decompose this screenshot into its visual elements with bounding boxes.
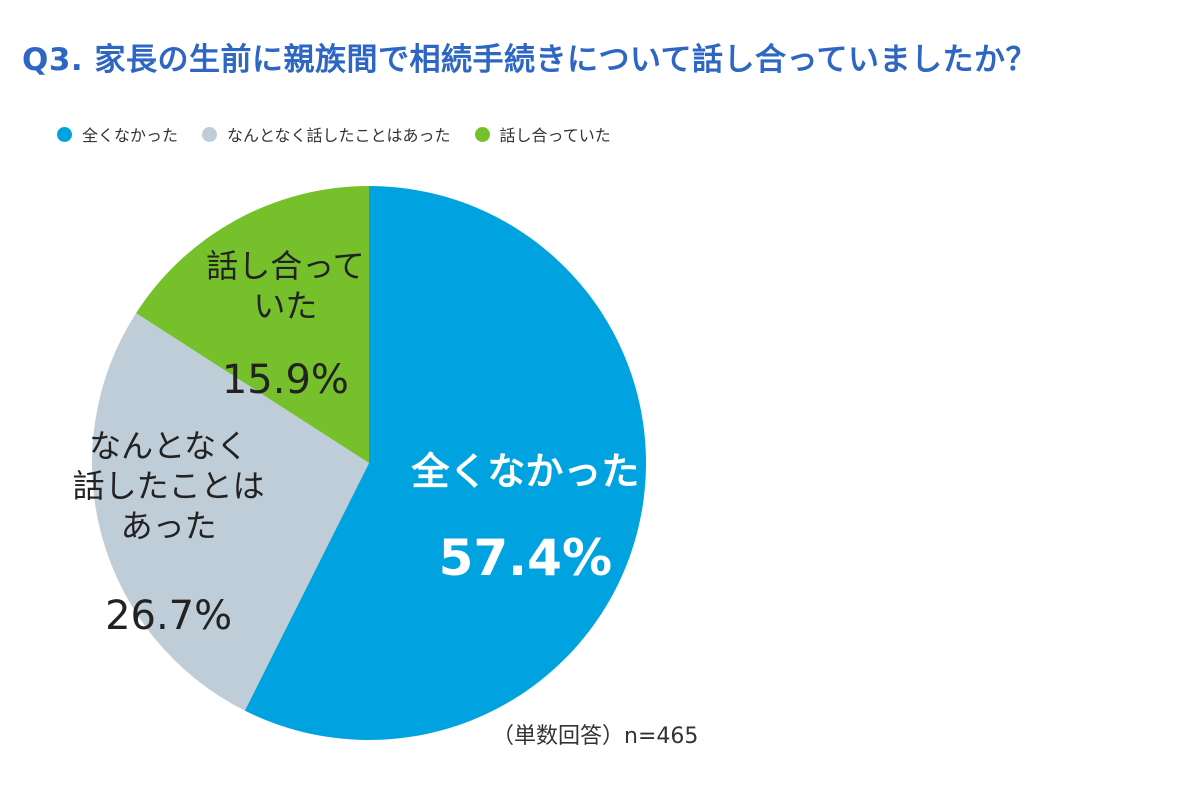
slice-label-none-line-1: 全くなかった [410,449,639,493]
legend-item-discussed: 話し合っていた [474,122,611,146]
slice-label-somewhat: なんとなく話したことはあった 26.7% [73,427,265,639]
slice-value-somewhat: 26.7% [105,593,232,639]
legend-label-none: 全くなかった [82,126,179,145]
legend-label-discussed: 話し合っていた [499,126,611,145]
legend-item-somewhat: なんとなく話したことはあった [202,122,451,146]
pie-slice-none [244,185,647,741]
slice-label-discussed-line-1: 話し合って [206,247,364,285]
slice-label-discussed: 話し合っていた 15.9% [206,247,364,403]
legend-swatch-discussed [474,126,490,142]
slice-label-somewhat-line-2: 話したことは [73,467,265,505]
pie-slice-somewhat [91,313,370,711]
chart-title: Q3. 家長の生前に親族間で相続手続きについて話し合っていましたか？ [22,42,1038,78]
legend-swatch-somewhat [202,126,218,142]
legend: 全くなかった なんとなく話したことはあった 話し合っていた [57,122,611,146]
legend-item-none: 全くなかった [57,122,178,146]
legend-label-somewhat: なんとなく話したことはあった [227,126,451,145]
slice-value-discussed: 15.9% [222,357,349,403]
slice-label-somewhat-line-3: あった [121,507,217,545]
legend-swatch-none [57,126,72,142]
sample-size-note: （単数回答）n=465 [492,724,699,749]
slice-value-none: 57.4% [439,529,612,587]
slice-label-somewhat-line-1: なんとなく [89,427,248,465]
slice-label-discussed-line-2: いた [253,287,317,325]
slice-label-none: 全くなかった 57.4% [410,449,639,586]
pie-slice-discussed [136,186,369,463]
